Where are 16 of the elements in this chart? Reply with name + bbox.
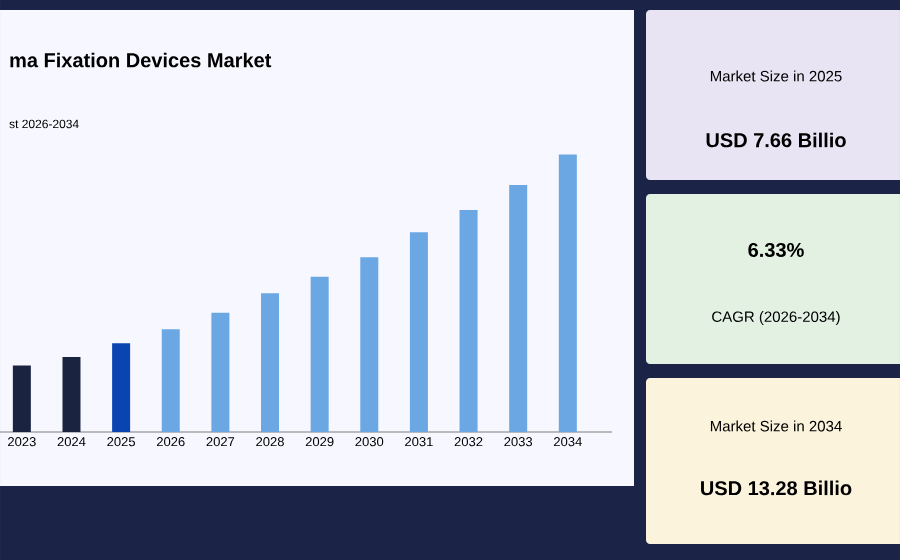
bar [261, 293, 280, 432]
text: USD 13.28 Billio [701, 480, 852, 496]
bar [509, 185, 528, 432]
bar [360, 257, 379, 432]
text: USD 7.66 Billio [706, 132, 846, 148]
chart-title: ma Fixation Devices Market [10, 52, 272, 68]
text: 6.33% [748, 242, 804, 258]
bar [112, 343, 131, 432]
bar [12, 365, 31, 432]
bar [558, 154, 577, 432]
bar [161, 329, 180, 432]
bar [62, 357, 81, 432]
bar [211, 312, 230, 432]
bar [409, 232, 428, 432]
bar [459, 210, 478, 432]
bar [310, 276, 329, 432]
